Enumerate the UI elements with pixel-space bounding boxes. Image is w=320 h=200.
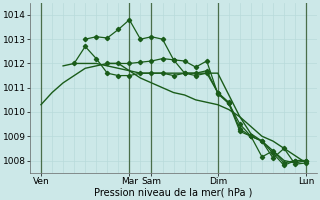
X-axis label: Pression niveau de la mer( hPa ): Pression niveau de la mer( hPa ) — [94, 187, 253, 197]
